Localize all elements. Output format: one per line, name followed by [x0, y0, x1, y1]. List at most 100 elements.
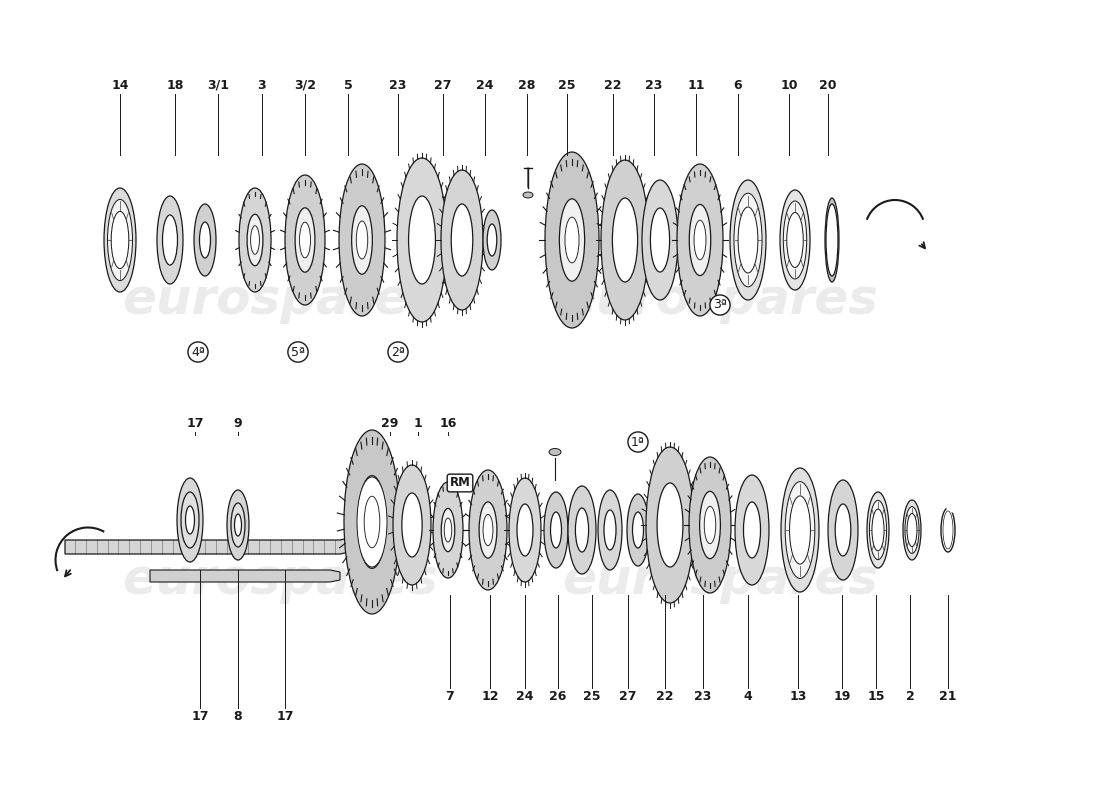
Text: 8: 8: [233, 710, 242, 723]
Text: 13: 13: [790, 690, 806, 703]
Text: 16: 16: [439, 417, 456, 430]
Ellipse shape: [483, 514, 493, 546]
Ellipse shape: [487, 224, 497, 256]
Ellipse shape: [469, 470, 507, 590]
Ellipse shape: [650, 208, 670, 272]
Ellipse shape: [364, 496, 380, 548]
Text: 17: 17: [276, 710, 294, 723]
Ellipse shape: [869, 500, 887, 560]
Text: 21: 21: [939, 690, 957, 703]
Ellipse shape: [601, 160, 649, 320]
Text: 3/1: 3/1: [207, 79, 229, 92]
Ellipse shape: [835, 504, 850, 556]
Ellipse shape: [694, 220, 706, 260]
Ellipse shape: [872, 509, 884, 551]
Ellipse shape: [783, 201, 806, 279]
Ellipse shape: [940, 508, 955, 552]
Text: 5: 5: [343, 79, 352, 92]
Ellipse shape: [690, 205, 711, 275]
Ellipse shape: [339, 164, 385, 316]
Ellipse shape: [183, 498, 197, 542]
Ellipse shape: [689, 457, 732, 593]
Text: 10: 10: [780, 79, 798, 92]
Ellipse shape: [509, 478, 541, 582]
Text: 28: 28: [518, 79, 536, 92]
Polygon shape: [65, 530, 400, 554]
Text: 23: 23: [389, 79, 407, 92]
Ellipse shape: [358, 477, 387, 567]
Ellipse shape: [700, 491, 720, 558]
Ellipse shape: [295, 208, 315, 272]
Ellipse shape: [565, 217, 579, 263]
Ellipse shape: [738, 207, 758, 273]
Text: 20: 20: [820, 79, 837, 92]
Text: 17: 17: [191, 710, 209, 723]
Ellipse shape: [285, 175, 324, 305]
Text: 27: 27: [434, 79, 452, 92]
Ellipse shape: [646, 447, 694, 603]
Ellipse shape: [402, 493, 422, 557]
Ellipse shape: [786, 213, 803, 267]
Ellipse shape: [544, 152, 600, 328]
Ellipse shape: [517, 504, 534, 556]
Ellipse shape: [186, 506, 195, 534]
Ellipse shape: [642, 180, 678, 300]
Text: 29: 29: [382, 417, 398, 430]
Ellipse shape: [568, 486, 596, 574]
Text: 3/2: 3/2: [294, 79, 316, 92]
Ellipse shape: [157, 196, 183, 284]
Text: 23: 23: [646, 79, 662, 92]
Ellipse shape: [735, 475, 769, 585]
Text: 22: 22: [657, 690, 673, 703]
Ellipse shape: [451, 204, 473, 276]
Ellipse shape: [433, 482, 463, 578]
Ellipse shape: [905, 506, 918, 554]
Text: 26: 26: [549, 690, 566, 703]
Polygon shape: [150, 570, 340, 582]
Text: 9: 9: [233, 417, 242, 430]
Ellipse shape: [177, 478, 204, 562]
Text: 23: 23: [694, 690, 712, 703]
Ellipse shape: [613, 198, 638, 282]
Text: 6: 6: [734, 79, 742, 92]
Ellipse shape: [199, 222, 210, 258]
Ellipse shape: [550, 512, 561, 548]
Text: 25: 25: [558, 79, 575, 92]
Text: 25: 25: [583, 690, 601, 703]
Ellipse shape: [781, 468, 820, 592]
Text: 22: 22: [604, 79, 622, 92]
Ellipse shape: [248, 214, 263, 266]
Text: 4ª: 4ª: [191, 346, 205, 358]
Ellipse shape: [549, 449, 561, 455]
Text: 7: 7: [446, 690, 454, 703]
Ellipse shape: [441, 170, 483, 310]
Text: eurospares: eurospares: [122, 556, 438, 604]
Ellipse shape: [356, 221, 367, 259]
Text: 1ª: 1ª: [631, 435, 645, 449]
Text: 24: 24: [516, 690, 534, 703]
Ellipse shape: [441, 509, 454, 552]
Text: 3: 3: [257, 79, 266, 92]
Ellipse shape: [867, 492, 889, 568]
Text: 1: 1: [414, 417, 422, 430]
Text: eurospares: eurospares: [122, 276, 438, 324]
Ellipse shape: [790, 496, 811, 564]
Ellipse shape: [393, 465, 431, 585]
Ellipse shape: [104, 188, 136, 292]
Ellipse shape: [730, 180, 766, 300]
Text: 24: 24: [476, 79, 494, 92]
Ellipse shape: [604, 510, 616, 550]
Text: 15: 15: [867, 690, 884, 703]
Ellipse shape: [575, 508, 589, 552]
Ellipse shape: [108, 199, 132, 281]
Text: 14: 14: [111, 79, 129, 92]
Ellipse shape: [251, 226, 260, 254]
Ellipse shape: [598, 490, 622, 570]
Text: 18: 18: [166, 79, 184, 92]
Text: 5ª: 5ª: [292, 346, 305, 358]
Ellipse shape: [632, 512, 644, 548]
Text: 2: 2: [905, 690, 914, 703]
Ellipse shape: [239, 188, 271, 292]
Ellipse shape: [483, 210, 500, 270]
Ellipse shape: [522, 192, 534, 198]
